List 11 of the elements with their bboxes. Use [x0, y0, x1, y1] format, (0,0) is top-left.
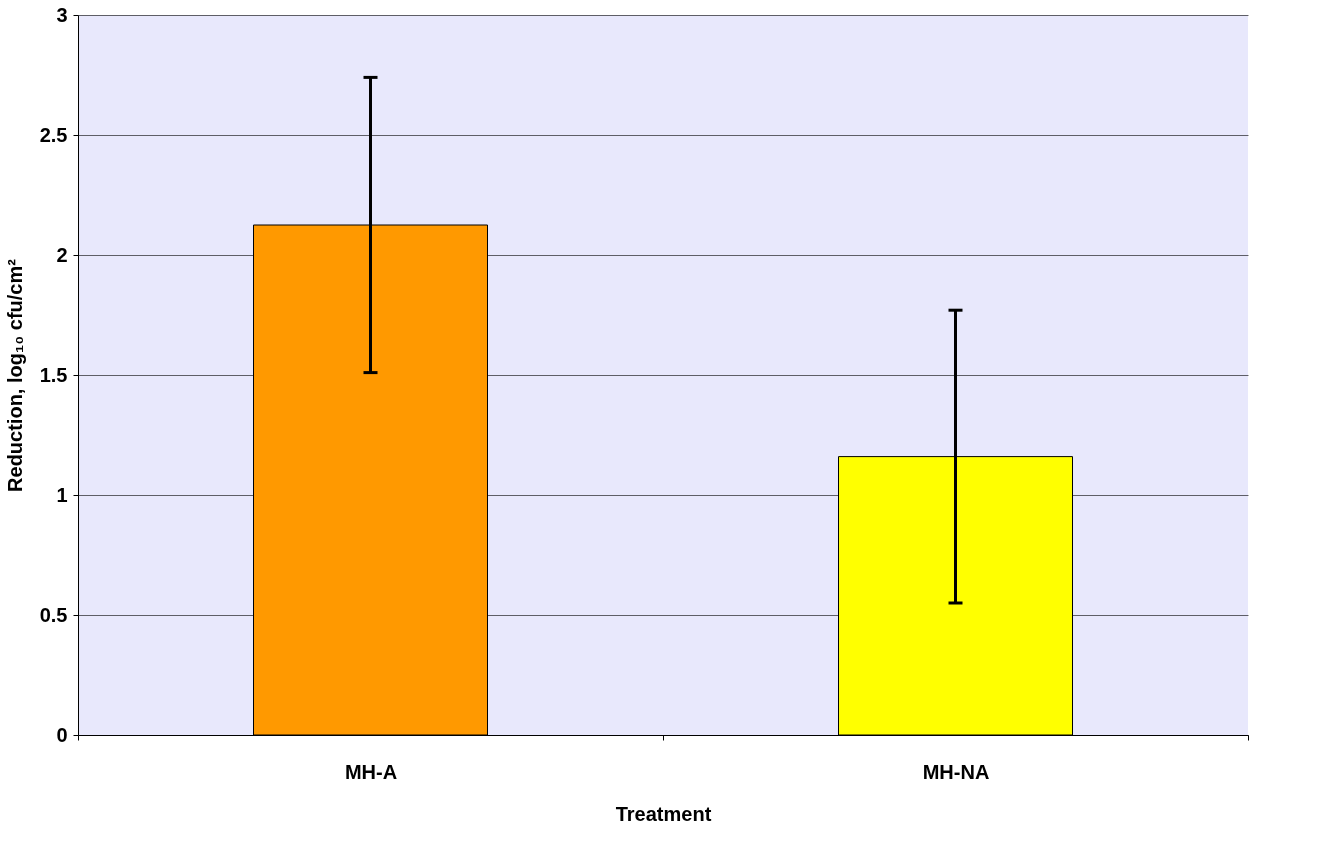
x-tick-label: MH-A [344, 760, 398, 783]
y-tick-label: 0.5 [39, 603, 68, 626]
x-tick-label: MH-NA [922, 760, 990, 783]
y-tick-label: 2.5 [39, 123, 68, 146]
y-tick-label: 1 [56, 483, 68, 506]
x-axis-title: Treatment [615, 802, 712, 825]
y-axis-title: Reduction, log₁₀ cfu/cm² [3, 258, 26, 492]
y-tick-label: 3 [56, 3, 68, 26]
y-tick-label: 1.5 [39, 363, 68, 386]
y-tick-label: 2 [56, 243, 68, 266]
y-tick-label: 0 [56, 723, 68, 746]
